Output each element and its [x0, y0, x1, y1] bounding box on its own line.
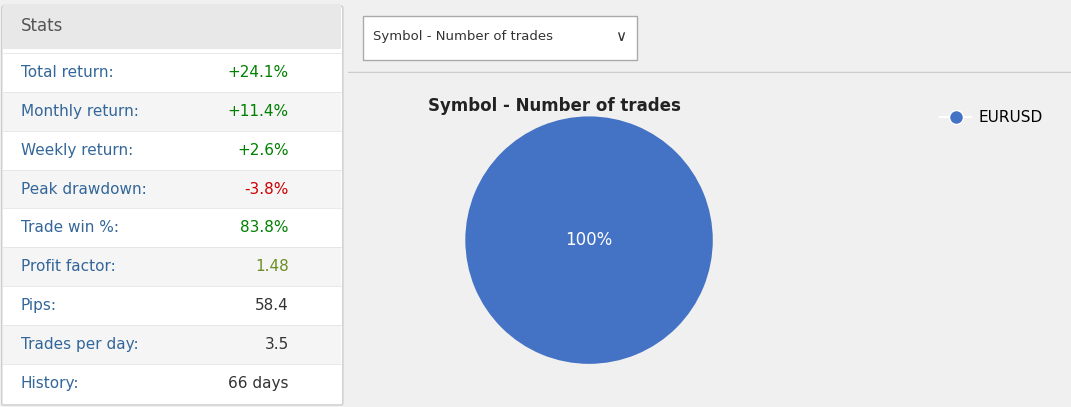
Bar	[3, 53, 341, 92]
Text: Monthly return:: Monthly return:	[21, 104, 139, 119]
Text: 3.5: 3.5	[265, 337, 289, 352]
Text: ∨: ∨	[615, 29, 627, 44]
Bar	[3, 131, 341, 170]
Bar	[3, 170, 341, 208]
Text: Pips:: Pips:	[21, 298, 57, 313]
Text: Total return:: Total return:	[21, 65, 114, 80]
Text: 58.4: 58.4	[255, 298, 289, 313]
Text: 83.8%: 83.8%	[240, 221, 289, 235]
Text: -3.8%: -3.8%	[244, 182, 289, 197]
Text: +2.6%: +2.6%	[238, 142, 289, 158]
Text: 66 days: 66 days	[228, 376, 289, 391]
Text: Weekly return:: Weekly return:	[21, 142, 133, 158]
Text: 1.48: 1.48	[255, 259, 289, 274]
Bar	[362, 16, 637, 60]
Text: +24.1%: +24.1%	[228, 65, 289, 80]
Text: Trade win %:: Trade win %:	[21, 221, 119, 235]
Text: Stats: Stats	[21, 18, 63, 35]
Text: Trades per day:: Trades per day:	[21, 337, 138, 352]
Bar	[3, 92, 341, 131]
Text: 100%: 100%	[565, 231, 613, 249]
Text: Peak drawdown:: Peak drawdown:	[21, 182, 147, 197]
Legend: EURUSD: EURUSD	[934, 104, 1049, 131]
Text: History:: History:	[21, 376, 79, 391]
Text: Symbol - Number of trades: Symbol - Number of trades	[374, 30, 554, 43]
Text: +11.4%: +11.4%	[228, 104, 289, 119]
Wedge shape	[465, 116, 713, 364]
Bar	[3, 4, 341, 49]
Bar	[3, 208, 341, 247]
Text: Profit factor:: Profit factor:	[21, 259, 116, 274]
FancyBboxPatch shape	[2, 6, 343, 405]
Bar	[3, 325, 341, 364]
Bar	[3, 286, 341, 325]
Bar	[3, 247, 341, 286]
Text: Symbol - Number of trades: Symbol - Number of trades	[427, 96, 680, 115]
Bar	[3, 364, 341, 403]
